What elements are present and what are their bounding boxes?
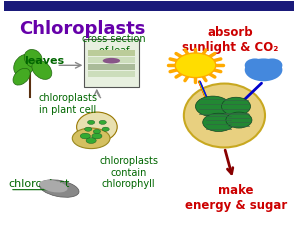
- Text: Chloroplasts: Chloroplasts: [19, 20, 145, 38]
- Text: chloroplasts
contain
chlorophyll: chloroplasts contain chlorophyll: [99, 156, 158, 189]
- Ellipse shape: [262, 58, 282, 72]
- Ellipse shape: [86, 138, 96, 143]
- Ellipse shape: [72, 128, 110, 149]
- FancyBboxPatch shape: [88, 57, 135, 63]
- FancyBboxPatch shape: [84, 39, 139, 87]
- Ellipse shape: [102, 127, 109, 131]
- Ellipse shape: [88, 120, 95, 125]
- Ellipse shape: [24, 49, 42, 67]
- Text: chloroplasts
in plant cell: chloroplasts in plant cell: [38, 93, 98, 115]
- Ellipse shape: [13, 68, 30, 85]
- Ellipse shape: [184, 84, 265, 147]
- Ellipse shape: [103, 58, 120, 64]
- Ellipse shape: [245, 58, 282, 81]
- Ellipse shape: [196, 96, 230, 117]
- Text: leaves: leaves: [25, 56, 64, 66]
- Text: make
energy & sugar: make energy & sugar: [185, 184, 287, 212]
- Ellipse shape: [80, 133, 90, 139]
- Text: absorb
sunlight & CO₂: absorb sunlight & CO₂: [182, 26, 278, 54]
- Text: cross section
of leaf: cross section of leaf: [82, 34, 146, 55]
- Ellipse shape: [99, 120, 106, 125]
- FancyBboxPatch shape: [88, 64, 135, 70]
- Ellipse shape: [93, 129, 100, 134]
- FancyBboxPatch shape: [4, 1, 294, 11]
- Ellipse shape: [39, 180, 68, 192]
- Text: CO₂: CO₂: [257, 60, 279, 70]
- Ellipse shape: [245, 58, 265, 72]
- FancyBboxPatch shape: [88, 50, 135, 56]
- Ellipse shape: [14, 54, 35, 76]
- Text: chloroplast: chloroplast: [8, 179, 70, 189]
- Ellipse shape: [203, 113, 235, 131]
- Ellipse shape: [85, 127, 92, 131]
- Ellipse shape: [32, 60, 52, 79]
- Ellipse shape: [76, 112, 117, 142]
- Ellipse shape: [226, 112, 252, 128]
- Ellipse shape: [175, 53, 216, 78]
- Ellipse shape: [92, 133, 102, 139]
- Ellipse shape: [40, 180, 79, 197]
- FancyBboxPatch shape: [88, 71, 135, 77]
- Ellipse shape: [221, 97, 250, 116]
